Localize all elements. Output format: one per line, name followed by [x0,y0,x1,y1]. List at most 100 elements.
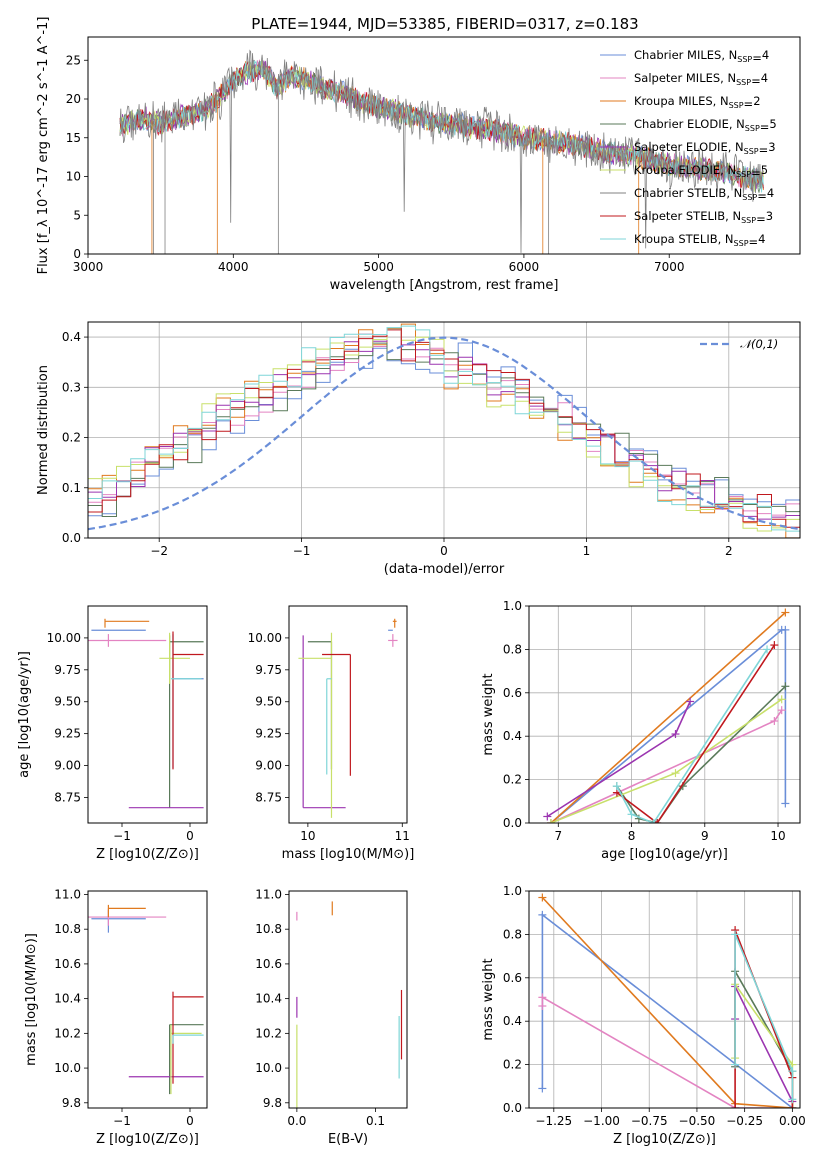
legend-nssp: 3 [766,209,773,223]
legend-spectrum: Chabrier MILES, NSSP=4 Salpeter MILES, NS… [600,48,777,249]
y-tick-label: 0.2 [62,431,81,445]
y-tick-label: 9.75 [255,663,282,677]
plot-area [119,49,764,254]
y-tick-label: 11.0 [54,887,81,901]
y-tick-label: 15 [66,131,81,145]
panel-age-vs-Z: −1 0 8.75 9.00 9.25 9.50 9.75 10.00 Z [log10(Z/Z… [17,605,208,862]
y-tick-label: 1.0 [503,884,522,898]
y-tick-label: 10.8 [54,922,81,936]
y-tick-label: 10.6 [255,957,282,971]
legend-model-name: Salpeter STELIB [634,209,725,223]
x-tick-label: −2 [150,544,168,558]
y-tick-label: 0.8 [503,642,522,656]
mass-weight-marker [543,812,552,821]
legend-label: Salpeter MILES, NSSP=4 [634,71,768,88]
legend-label: Kroupa STELIB, NSSP=4 [634,232,766,249]
panel-mass-vs-Z: −1 0 9.8 10.0 10.2 10.4 10.6 10.8 11.0 Z [log10(Z… [24,887,208,1147]
mass-weight-marker [788,1095,797,1104]
x-axis-label: E(B-V) [328,1132,368,1147]
legend-model-name: Chabrier STELIB [634,186,726,200]
y-tick-label: 0.0 [503,1101,522,1115]
mass-weight-line-3 [734,968,794,1108]
mass-weight-marker [781,682,790,691]
axes-frame [288,890,408,1109]
x-tick-label: 3000 [73,260,104,274]
mass-weight-marker [538,1002,547,1011]
errorbar-point-2 [392,618,397,628]
mass-weight-marker [627,810,636,819]
mass-weight-marker [763,645,772,654]
mass-weight-marker [546,819,555,823]
y-tick-label: 9.00 [54,759,81,773]
y-tick-label: 5 [73,208,81,222]
y-tick-label: 11.0 [255,887,282,901]
x-axis-label: wavelength [Angstrom, rest frame] [330,278,559,293]
mass-weight-marker [653,819,662,823]
y-tick-label: 8.75 [54,790,81,804]
y-tick-label: 10.6 [54,957,81,971]
y-tick-label: 0.8 [503,927,522,941]
x-axis-label: Z [log10(Z/Z⊙)] [613,1132,716,1147]
legend-residuals: 𝒩(0,1) [700,337,778,351]
y-tick-label: 0.6 [503,686,522,700]
normal-reference-curve [88,336,800,531]
y-tick-label: 0.0 [62,531,81,545]
mass-weight-line-0 [550,629,787,823]
mass-weight-line-2 [550,611,786,823]
y-tick-label: 8.75 [255,790,282,804]
axes-frame [288,605,408,824]
x-axis-label: age [log10(age/yr)] [601,847,728,862]
errorbar-point-5 [170,1024,202,1095]
x-tick-label: 4000 [218,260,249,274]
mass-weight-marker [649,819,658,823]
legend-sub: SSP [744,147,759,156]
y-tick-label: 10.8 [255,922,282,936]
errorbar-point-3 [307,641,333,770]
mass-weight-marker [671,769,680,778]
axes-frame [87,36,801,255]
x-tick-label: −0.75 [631,1114,668,1128]
panel-age-vs-mass: 10 11 8.75 9.00 9.25 9.50 9.75 10.00 mass [log10… [248,605,415,862]
x-tick-label: −0.25 [726,1114,763,1128]
mass-weight-marker [781,608,790,617]
plot-area [296,901,403,1108]
legend-sep: , N [728,140,744,154]
x-tick-label: 5000 [363,260,394,274]
legend-sep: , N [718,232,734,246]
errorbar-point-4 [302,635,346,809]
errorbar-point-5 [298,632,333,818]
y-tick-label: 20 [66,92,81,106]
x-axis-label: mass [log10(M/M⊙)] [282,847,415,862]
y-tick-label: 1.0 [503,599,522,613]
y-tick-label: 0.3 [62,380,81,394]
errorbar-point-2 [104,618,150,628]
y-tick-label: 10.00 [47,631,81,645]
legend-nssp: 4 [767,186,774,200]
errorbar-point-7 [322,653,351,776]
legend-sep: , N [725,209,741,223]
legend-label: Chabrier MILES, NSSP=4 [634,48,769,65]
y-tick-label: 9.50 [54,695,81,709]
x-tick-label: 9 [701,829,709,843]
legend-sub: SSP [734,239,749,248]
residual-hist-7 [88,327,800,528]
legend-sub: SSP [736,78,751,87]
figure-title: PLATE=1944, MJD=53385, FIBERID=0317, z=0… [251,15,638,33]
errorbar-point-1 [88,634,167,647]
y-tick-label: 25 [66,53,81,67]
legend-sep: , N [713,94,729,108]
legend-model-name: Chabrier ELODIE [634,117,729,131]
y-axis-label: Normed distribution [36,365,51,495]
y-tick-label: 0.4 [503,1014,522,1028]
mass-weight-marker [781,625,790,634]
legend-sub: SSP [741,216,756,225]
legend-label: Kroupa MILES, NSSP=2 [634,94,761,111]
panel-spectrum: 3000 4000 5000 6000 70000510152025wavelength… [36,17,801,293]
x-tick-label: 0 [186,1114,194,1128]
x-tick-label: 6000 [509,260,540,274]
errorbar-point-5 [159,632,190,684]
errorbar-point-2 [107,904,146,918]
y-tick-label: 0.2 [503,1058,522,1072]
legend-model-name: Salpeter ELODIE [634,140,728,154]
mass-weight-marker [731,930,740,939]
